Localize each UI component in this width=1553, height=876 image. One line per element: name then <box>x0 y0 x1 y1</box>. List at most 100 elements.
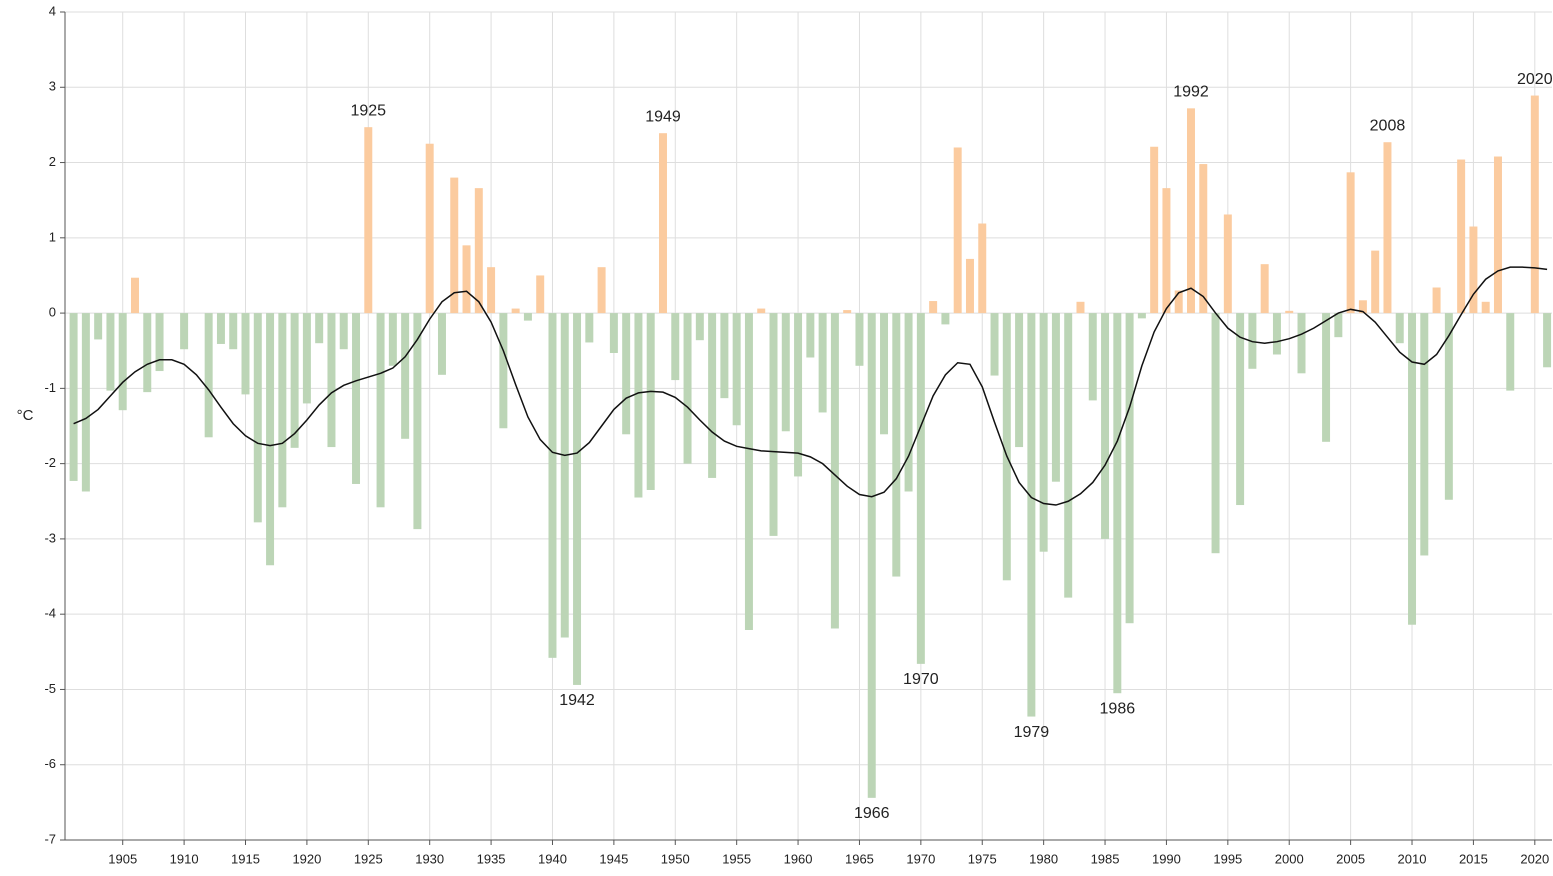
bar <box>573 313 582 685</box>
bar <box>757 308 766 314</box>
bar <box>339 313 348 350</box>
bar <box>462 245 471 314</box>
bar <box>1039 313 1048 552</box>
bar <box>352 313 361 484</box>
annotation: 1992 <box>1173 84 1209 101</box>
annotation: 1986 <box>1100 700 1136 717</box>
bar <box>364 127 373 314</box>
x-tick-label: 1950 <box>661 851 690 866</box>
bar <box>106 313 115 391</box>
x-tick-label: 1925 <box>354 851 383 866</box>
bar <box>1457 159 1466 314</box>
bar <box>818 313 827 413</box>
bar <box>769 313 778 536</box>
bar <box>413 313 422 530</box>
x-tick-label: 1995 <box>1213 851 1242 866</box>
bar <box>560 313 569 638</box>
bar <box>1432 287 1441 314</box>
y-tick-label: 3 <box>49 79 56 94</box>
bar <box>609 313 618 353</box>
bar <box>266 313 275 566</box>
x-tick-label: 2000 <box>1275 851 1304 866</box>
y-tick-label: 1 <box>49 229 56 244</box>
trend-line <box>73 266 1548 506</box>
bar <box>1125 313 1134 624</box>
bar <box>155 313 164 372</box>
bar <box>1137 313 1146 319</box>
annotation: 2008 <box>1370 117 1406 134</box>
bar <box>1334 313 1343 338</box>
bar <box>118 313 127 411</box>
bar <box>474 188 483 314</box>
y-tick-label: 2 <box>49 154 56 169</box>
bar <box>978 223 987 314</box>
x-tick-label: 2020 <box>1520 851 1549 866</box>
bar <box>1064 313 1073 598</box>
x-tick-label: 1910 <box>170 851 199 866</box>
bar <box>499 313 508 429</box>
bar <box>1088 313 1097 401</box>
y-tick-label: 0 <box>49 305 56 320</box>
bar <box>585 313 594 343</box>
bar <box>1051 313 1060 482</box>
bar <box>131 277 139 314</box>
x-tick-label: 1975 <box>968 851 997 866</box>
y-tick-label: -6 <box>44 756 56 771</box>
x-tick-label: 1915 <box>231 851 260 866</box>
bar <box>1285 310 1294 314</box>
bar <box>794 313 803 477</box>
bar <box>916 313 925 664</box>
bar <box>720 313 729 399</box>
bar <box>1236 313 1245 506</box>
bar <box>1150 146 1159 314</box>
bar <box>290 313 299 448</box>
bar <box>990 313 999 376</box>
bar <box>1223 214 1232 314</box>
bar <box>855 313 864 366</box>
bar <box>929 301 938 314</box>
bar <box>671 313 680 381</box>
bar <box>1015 313 1024 448</box>
bar <box>806 313 815 358</box>
bar <box>880 313 889 435</box>
annotation: 1925 <box>350 102 386 119</box>
y-axis-label: °C <box>17 407 34 424</box>
bar <box>1420 313 1429 556</box>
x-tick-label: 1980 <box>1029 851 1058 866</box>
bar <box>683 313 692 464</box>
bar <box>892 313 901 577</box>
x-tick-label: 2010 <box>1398 851 1427 866</box>
x-tick-label: 1930 <box>415 851 444 866</box>
bar <box>1211 313 1220 554</box>
x-tick-label: 1990 <box>1152 851 1181 866</box>
bar <box>1395 313 1404 344</box>
bar <box>1199 164 1208 314</box>
bar <box>253 313 262 523</box>
bar <box>646 313 655 490</box>
bar <box>94 313 103 340</box>
annotation: 1970 <box>903 671 939 688</box>
y-tick-label: -4 <box>44 606 56 621</box>
annotation: 1949 <box>645 108 681 125</box>
bar <box>941 313 950 325</box>
bar <box>1002 313 1011 581</box>
bar <box>450 177 459 314</box>
bar <box>904 313 913 492</box>
bar <box>1174 290 1183 314</box>
bar <box>143 313 152 393</box>
bar <box>1113 313 1122 694</box>
bar <box>548 313 557 658</box>
bar <box>536 275 545 314</box>
bar <box>487 267 496 314</box>
bar <box>659 133 667 314</box>
annotation: 1979 <box>1014 724 1050 741</box>
bar <box>1358 300 1367 314</box>
bar <box>867 313 876 798</box>
bar <box>327 313 336 448</box>
bar <box>781 313 790 432</box>
x-tick-label: 1985 <box>1091 851 1120 866</box>
x-tick-label: 1960 <box>784 851 813 866</box>
y-tick-label: -2 <box>44 455 56 470</box>
bar <box>622 313 631 435</box>
